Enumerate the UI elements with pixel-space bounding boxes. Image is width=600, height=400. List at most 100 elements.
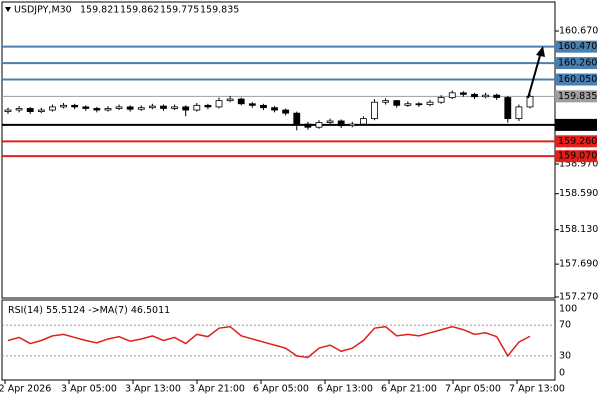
candle-body	[371, 101, 378, 120]
candle-body	[348, 123, 356, 127]
candle-body	[60, 104, 67, 108]
rsi-tick-label: 30	[559, 350, 571, 361]
x-tick-label: 3 Apr 21:00	[189, 384, 245, 395]
level-line-label: 160.050	[558, 74, 597, 85]
candle-body	[315, 122, 323, 128]
candle-body	[71, 104, 79, 108]
arrow	[527, 51, 542, 99]
level-line-label-box	[555, 118, 597, 131]
current-line-label: 159.835	[558, 91, 597, 102]
x-tick-label: 6 Apr 21:00	[381, 384, 437, 395]
level-line-label: 159.070	[558, 151, 597, 162]
rsi-header: RSI(14) 55.5124 ->MA(7) 46.5011	[8, 305, 170, 316]
candle-body	[4, 109, 12, 112]
rsi-label: RSI(14)	[8, 305, 43, 316]
candle-body	[260, 104, 267, 109]
candle-body	[137, 107, 145, 110]
candle-body	[282, 109, 290, 114]
candle-body	[193, 104, 201, 111]
candle-body	[526, 95, 534, 108]
level-line-label-box	[555, 150, 597, 163]
candle-body	[204, 104, 212, 108]
candle-body	[115, 106, 123, 109]
candle-body	[471, 93, 478, 98]
rsi-ma-value: 46.5011	[131, 305, 170, 316]
x-tick-label: 7 Apr 05:00	[445, 384, 501, 395]
candle-body	[104, 108, 112, 111]
low: 159.775	[160, 5, 199, 16]
candle-body	[326, 120, 334, 123]
candle-body	[37, 109, 45, 112]
candle-body	[93, 108, 101, 111]
candle-body	[482, 94, 489, 98]
high: 159.862	[120, 5, 159, 16]
candle-body	[337, 120, 345, 127]
candle-body	[237, 98, 245, 105]
y-tick-label: 160.670	[559, 26, 598, 37]
y-tick-label: 158.130	[559, 224, 598, 235]
level-line-label-box	[555, 73, 597, 86]
rsi-ma-label: ->MA(7)	[88, 305, 128, 316]
x-tick-label: 6 Apr 13:00	[317, 384, 373, 395]
candle-body	[293, 112, 301, 125]
level-line-label-box	[555, 135, 597, 148]
symbol: USDJPY,M30	[14, 5, 72, 16]
candle-body	[304, 123, 312, 128]
candle-body	[493, 94, 501, 98]
rsi-tick-label: 70	[559, 320, 571, 331]
x-tick-label: 7 Apr 13:00	[509, 384, 565, 395]
candle-body	[382, 100, 390, 103]
candle-body	[504, 97, 512, 120]
y-tick-label: 158.970	[559, 159, 598, 170]
candle-body	[271, 107, 278, 111]
level-line-label: 159.470	[558, 119, 597, 130]
candle-body	[126, 106, 134, 110]
rsi-line	[7, 325, 531, 359]
rsi-tick-label: 100	[559, 304, 577, 315]
current-line-label-box	[555, 90, 597, 103]
level-line-label: 159.260	[558, 136, 597, 147]
x-tick-label: 2 Apr 2026	[0, 384, 51, 395]
candle-body	[182, 106, 190, 111]
candle-body	[215, 100, 223, 108]
x-tick-label: 6 Apr 05:00	[253, 384, 309, 395]
level-line-label: 160.260	[558, 58, 597, 69]
candle-body	[415, 103, 423, 106]
candle-body	[82, 106, 90, 109]
candle-body	[426, 101, 434, 105]
y-tick-label: 158.590	[559, 188, 598, 199]
y-tick-label: 157.690	[559, 259, 598, 270]
menu-triangle	[5, 7, 11, 12]
candle-body	[459, 92, 467, 95]
candle-body	[49, 106, 56, 111]
plot: 160.670 158.970 158.590 158.130 157.690 157.2…	[0, 26, 598, 395]
candle-body	[448, 92, 456, 98]
level-line-label-box	[555, 57, 597, 70]
candle-body	[360, 118, 367, 125]
x-tick-label: 3 Apr 13:00	[125, 384, 181, 395]
candle-body	[404, 103, 412, 106]
open: 159.821	[80, 5, 119, 16]
rsi-value: 55.5124	[46, 305, 85, 316]
rsi-tick-label: 0	[559, 368, 565, 379]
close: 159.835	[200, 5, 239, 16]
candle-body	[248, 103, 256, 106]
candle-body	[160, 105, 167, 109]
y-tick-label: 157.270	[559, 291, 598, 302]
main-panel	[1, 1, 556, 299]
level-line-label: 160.470	[558, 41, 597, 52]
rsi-panel	[1, 299, 556, 381]
candle-body	[226, 98, 234, 102]
candle-body	[437, 97, 445, 103]
candle-body	[148, 105, 156, 109]
candle-body	[15, 108, 23, 111]
arrow-head	[536, 46, 545, 57]
candle-body	[26, 108, 34, 112]
candle-body	[171, 106, 178, 109]
level-line-label-box	[555, 40, 597, 53]
candle-body	[393, 100, 401, 106]
x-tick-label: 3 Apr 05:00	[61, 384, 117, 395]
candle-body	[515, 106, 523, 120]
